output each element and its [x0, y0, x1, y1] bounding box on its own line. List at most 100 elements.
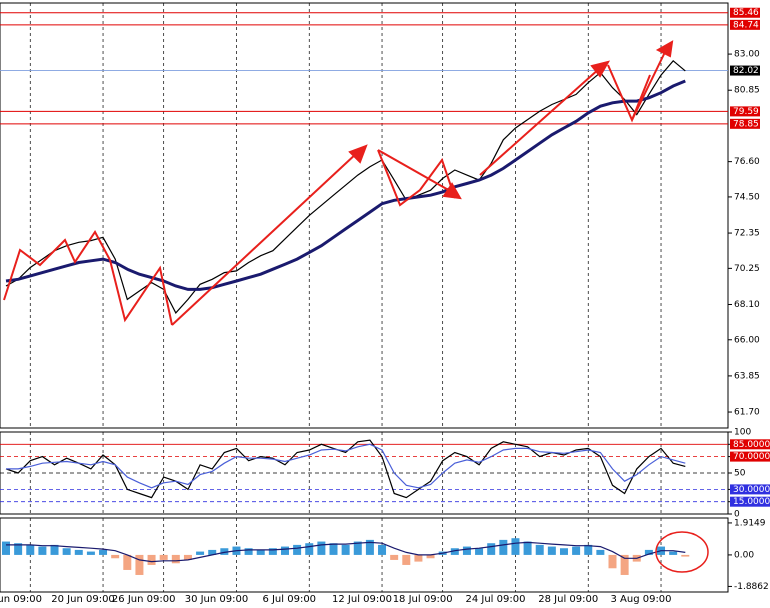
y-tick-label: 70.0000: [733, 452, 770, 462]
annotations: [3, 40, 709, 573]
y-label-box: [730, 439, 770, 450]
histogram-bar: [256, 549, 265, 555]
histogram-bar: [450, 548, 459, 555]
y-tick-label: 66.00: [734, 335, 760, 345]
histogram-bar: [305, 543, 314, 555]
histogram-bar: [523, 541, 532, 555]
level-label-box: [730, 106, 760, 117]
histogram-bar: [462, 546, 471, 555]
histogram-bar: [547, 546, 556, 555]
histogram-bar: [414, 554, 423, 562]
y-tick-label: 70.25: [734, 264, 760, 274]
histogram-bar: [280, 546, 289, 555]
y-tick-label: 68.10: [734, 300, 760, 310]
histogram-bar: [596, 549, 605, 555]
current-price-label: 82.02: [733, 66, 759, 76]
histogram-bar: [147, 554, 156, 565]
x-tick-label: 18 Jul 09:00: [393, 594, 453, 605]
histogram-bar: [353, 541, 362, 555]
histogram-bar: [99, 549, 108, 555]
histogram-bar: [620, 554, 629, 575]
histogram-bar: [159, 554, 168, 560]
arrow: [479, 67, 601, 176]
histogram-bar: [511, 538, 520, 555]
y-tick-label: 83.00: [734, 50, 760, 60]
histogram-bar: [38, 546, 47, 555]
level-label-box: [730, 7, 760, 18]
x-tick-label: 3 Aug 09:00: [610, 594, 671, 605]
series-line: [5, 59, 686, 314]
arrowhead: [655, 40, 674, 58]
y-tick-label: 61.70: [734, 408, 760, 418]
y-tick-label: 85.0000: [733, 440, 770, 450]
x-tick-label: 24 Jul 09:00: [465, 594, 525, 605]
histogram-bar: [293, 544, 302, 555]
histogram-bar: [62, 548, 71, 555]
y-tick-label: 30.0000: [733, 485, 770, 495]
current-price-box: [730, 65, 760, 76]
histogram-bar: [14, 543, 23, 555]
highlight-circle: [655, 531, 709, 573]
arrow: [171, 151, 359, 326]
histogram-bar: [402, 554, 411, 565]
arrow: [631, 49, 667, 121]
histogram-bar: [499, 539, 508, 555]
level-label: 79.59: [733, 107, 759, 117]
x-tick-label: 28 Jul 09:00: [538, 594, 598, 605]
histogram-bar: [111, 554, 120, 559]
histogram-bar: [365, 539, 374, 555]
x-tick-label: 26 Jun 09:00: [112, 594, 176, 605]
histogram-bar: [572, 546, 581, 555]
histogram-bar: [26, 544, 35, 555]
histogram-bar: [123, 554, 132, 570]
histogram-bar: [171, 554, 180, 564]
histogram-bar: [86, 551, 95, 555]
histogram-bar: [669, 551, 678, 555]
x-tick-label: 6 Jul 09:00: [262, 594, 316, 605]
zigzag: [3, 230, 173, 326]
histogram-bar: [608, 554, 617, 569]
y-tick-label: 0.00: [734, 550, 754, 560]
x-tick-label: 12 Jul 09:00: [332, 594, 392, 605]
level-label: 78.85: [733, 119, 759, 129]
level-label: 84.74: [733, 20, 759, 30]
x-tick-label: 30 Jun 09:00: [185, 594, 249, 605]
histogram-bar: [681, 554, 690, 557]
arrowhead: [348, 144, 368, 164]
histogram-bar: [244, 548, 253, 555]
histogram-bar: [2, 541, 10, 555]
zigzag: [377, 149, 456, 207]
histogram-bar: [268, 548, 277, 555]
histogram-bar: [475, 548, 484, 555]
histogram-bar: [535, 544, 544, 555]
y-tick-label: 50: [734, 469, 746, 479]
histogram-bar: [559, 548, 568, 555]
arrow: [377, 149, 453, 193]
y-tick-label: 74.50: [734, 192, 760, 202]
histogram-bar: [329, 543, 338, 555]
y-label-box: [730, 496, 770, 507]
histogram-bar: [183, 554, 192, 560]
histogram-bar: [390, 554, 399, 560]
arrowhead: [590, 60, 611, 78]
y-label-box: [730, 451, 770, 462]
y-label-box: [730, 484, 770, 495]
histogram-bar: [317, 541, 326, 555]
histogram-bar: [584, 544, 593, 555]
histogram-bar: [378, 544, 387, 555]
y-tick-label: 1.9149: [734, 518, 766, 528]
y-tick-label: 80.85: [734, 86, 760, 96]
histogram-bar: [644, 549, 653, 555]
x-tick-label: 20 Jun 09:00: [51, 594, 115, 605]
y-tick-label: 72.35: [734, 229, 760, 239]
x-tick-label: 14 Jun 09:00: [0, 594, 42, 605]
histogram-bar: [74, 549, 83, 555]
y-tick-label: -1.8862: [734, 582, 769, 592]
histogram-bar: [50, 544, 59, 555]
histogram-bar: [135, 554, 144, 575]
histogram-bar: [196, 551, 205, 555]
y-tick-label: 63.85: [734, 371, 760, 381]
y-tick-label: 0: [734, 510, 740, 520]
histogram-bar: [220, 548, 229, 555]
series-line: [5, 79, 686, 291]
